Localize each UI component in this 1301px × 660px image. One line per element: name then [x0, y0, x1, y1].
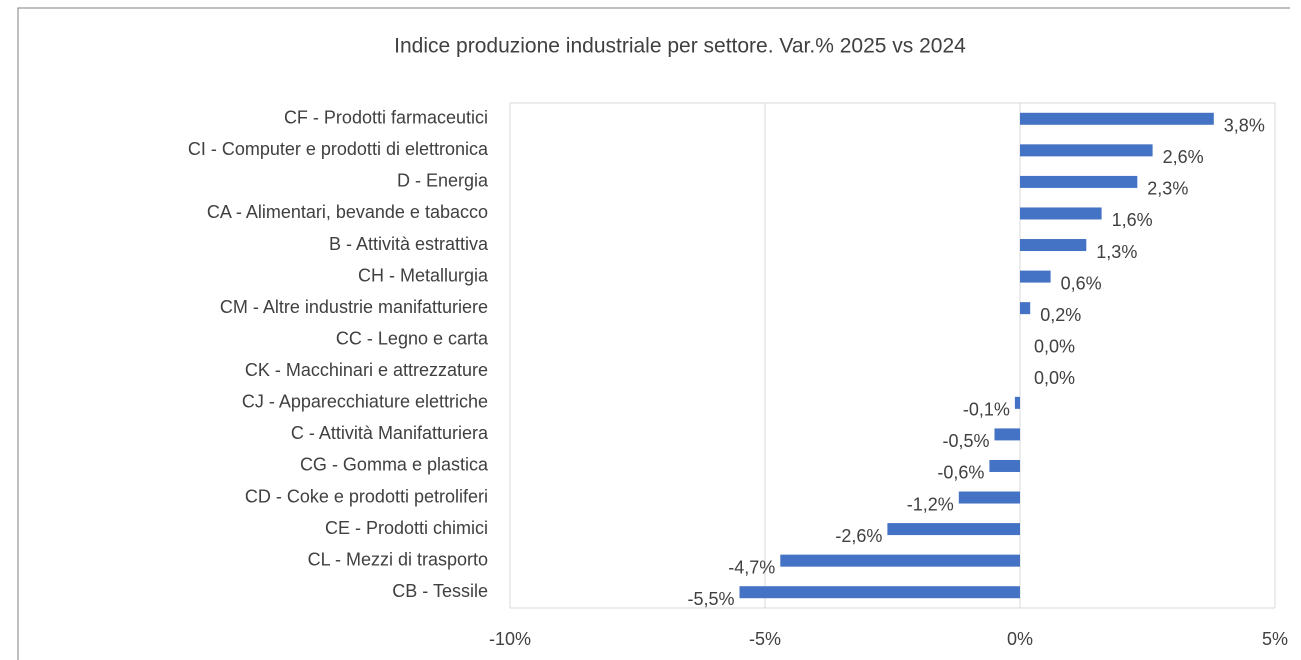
value-label: 3,8%: [1224, 116, 1265, 136]
value-label: -4,7%: [728, 557, 775, 577]
y-tick-label: CD - Coke e prodotti petroliferi: [245, 486, 488, 506]
bar: [1020, 175, 1138, 188]
value-label: 1,6%: [1112, 210, 1153, 230]
y-tick-label: CI - Computer e prodotti di elettronica: [188, 139, 489, 159]
y-tick-label: CH - Metallurgia: [358, 265, 489, 285]
bar: [780, 554, 1020, 567]
value-label: 0,0%: [1034, 368, 1075, 388]
value-label: -2,6%: [835, 526, 882, 546]
bar: [989, 459, 1020, 472]
bar: [994, 428, 1020, 441]
bar: [1020, 207, 1102, 220]
bar: [1020, 144, 1153, 157]
x-tick-label: 5%: [1262, 629, 1288, 649]
bar: [1014, 396, 1020, 409]
x-tick-label: -5%: [749, 629, 781, 649]
bar: [739, 586, 1020, 599]
value-label: 0,0%: [1034, 336, 1075, 356]
y-tick-label: CK - Macchinari e attrezzature: [245, 360, 488, 380]
y-tick-label: C - Attività Manifatturiera: [291, 423, 489, 443]
x-tick-label: -10%: [489, 629, 531, 649]
bar: [1020, 302, 1031, 315]
bar: [958, 491, 1020, 504]
value-label: -0,1%: [963, 400, 1010, 420]
value-label: -5,5%: [687, 589, 734, 609]
y-tick-label: CA - Alimentari, bevande e tabacco: [207, 202, 488, 222]
y-tick-label: CJ - Apparecchiature elettriche: [242, 392, 488, 412]
y-tick-label: D - Energia: [397, 171, 489, 191]
value-label: -0,6%: [937, 463, 984, 483]
value-label: 0,6%: [1061, 273, 1102, 293]
value-label: -1,2%: [907, 494, 954, 514]
y-tick-label: CC - Legno e carta: [336, 328, 489, 348]
x-tick-label: 0%: [1007, 629, 1033, 649]
frame: [17, 7, 1290, 660]
y-tick-label: CE - Prodotti chimici: [325, 518, 488, 538]
bar: [1020, 270, 1051, 283]
y-tick-label: CG - Gomma e plastica: [300, 455, 489, 475]
y-tick-label: CL - Mezzi di trasporto: [308, 549, 488, 569]
value-label: 0,2%: [1040, 305, 1081, 325]
y-tick-label: CF - Prodotti farmaceutici: [284, 108, 488, 128]
chart-title: Indice produzione industriale per settor…: [394, 35, 966, 58]
value-label: 1,3%: [1096, 242, 1137, 262]
y-tick-label: CM - Altre industrie manifatturiere: [220, 297, 488, 317]
bar: [887, 523, 1020, 536]
y-tick-label: B - Attività estrattiva: [329, 234, 489, 254]
bar: [1020, 112, 1214, 125]
value-label: 2,3%: [1147, 179, 1188, 199]
value-label: 2,6%: [1163, 147, 1204, 167]
value-label: -0,5%: [942, 431, 989, 451]
bar: [1020, 239, 1087, 252]
y-tick-label: CB - Tessile: [392, 581, 488, 601]
